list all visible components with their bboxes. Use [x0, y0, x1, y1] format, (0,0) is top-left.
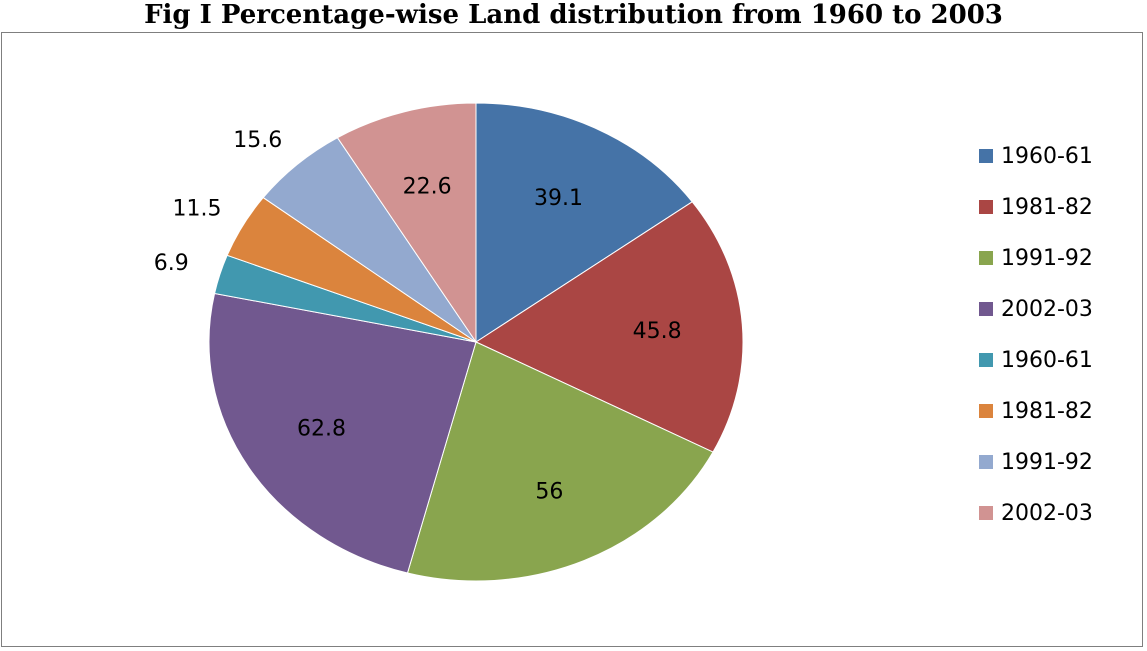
- pie-chart: 39.1 45.8 56 62.8 6.9 11.5 15.6 22.6 1960-61 198…: [154, 102, 1093, 582]
- data-label-2: 45.8: [633, 319, 682, 344]
- data-label-5: 6.9: [154, 251, 189, 276]
- pie-slice-8: [336, 102, 477, 344]
- pie-slice-3: [406, 341, 714, 582]
- legend-swatch-6: [979, 404, 993, 418]
- pie-slices: [208, 102, 744, 582]
- legend-label-2: 1981-82: [1001, 195, 1093, 220]
- legend-swatch-8: [979, 506, 993, 520]
- pie-slice-4: [208, 292, 477, 574]
- legend-label-5: 1960-61: [1001, 348, 1093, 373]
- legend-label-8: 2002-03: [1001, 501, 1093, 526]
- legend-swatch-3: [979, 251, 993, 265]
- legend-swatch-1: [979, 149, 993, 163]
- legend-label-1: 1960-61: [1001, 144, 1093, 169]
- pie-slice-1: [475, 102, 693, 343]
- legend-label-3: 1991-92: [1001, 246, 1093, 271]
- chart-frame: 39.1 45.8 56 62.8 6.9 11.5 15.6 22.6 1960-61 198…: [1, 32, 1143, 647]
- data-label-1: 39.1: [534, 186, 583, 211]
- data-label-6: 11.5: [173, 196, 222, 221]
- data-label-8: 22.6: [403, 175, 452, 200]
- chart-title: Fig I Percentage-wise Land distribution …: [144, 0, 1003, 30]
- data-label-4: 62.8: [297, 416, 346, 441]
- pie-slice-2: [474, 201, 744, 453]
- legend: 1960-61 1981-82 1991-92 2002-03 1960-61 1981-…: [979, 144, 1093, 526]
- data-labels: 39.1 45.8 56 62.8 6.9 11.5 15.6 22.6: [154, 128, 682, 504]
- legend-swatch-2: [979, 200, 993, 214]
- data-label-7: 15.6: [233, 128, 282, 153]
- legend-label-6: 1981-82: [1001, 399, 1093, 424]
- data-label-3: 56: [535, 480, 563, 505]
- legend-label-4: 2002-03: [1001, 297, 1093, 322]
- legend-label-7: 1991-92: [1001, 450, 1093, 475]
- legend-swatch-4: [979, 302, 993, 316]
- legend-swatch-5: [979, 353, 993, 367]
- legend-swatch-7: [979, 455, 993, 469]
